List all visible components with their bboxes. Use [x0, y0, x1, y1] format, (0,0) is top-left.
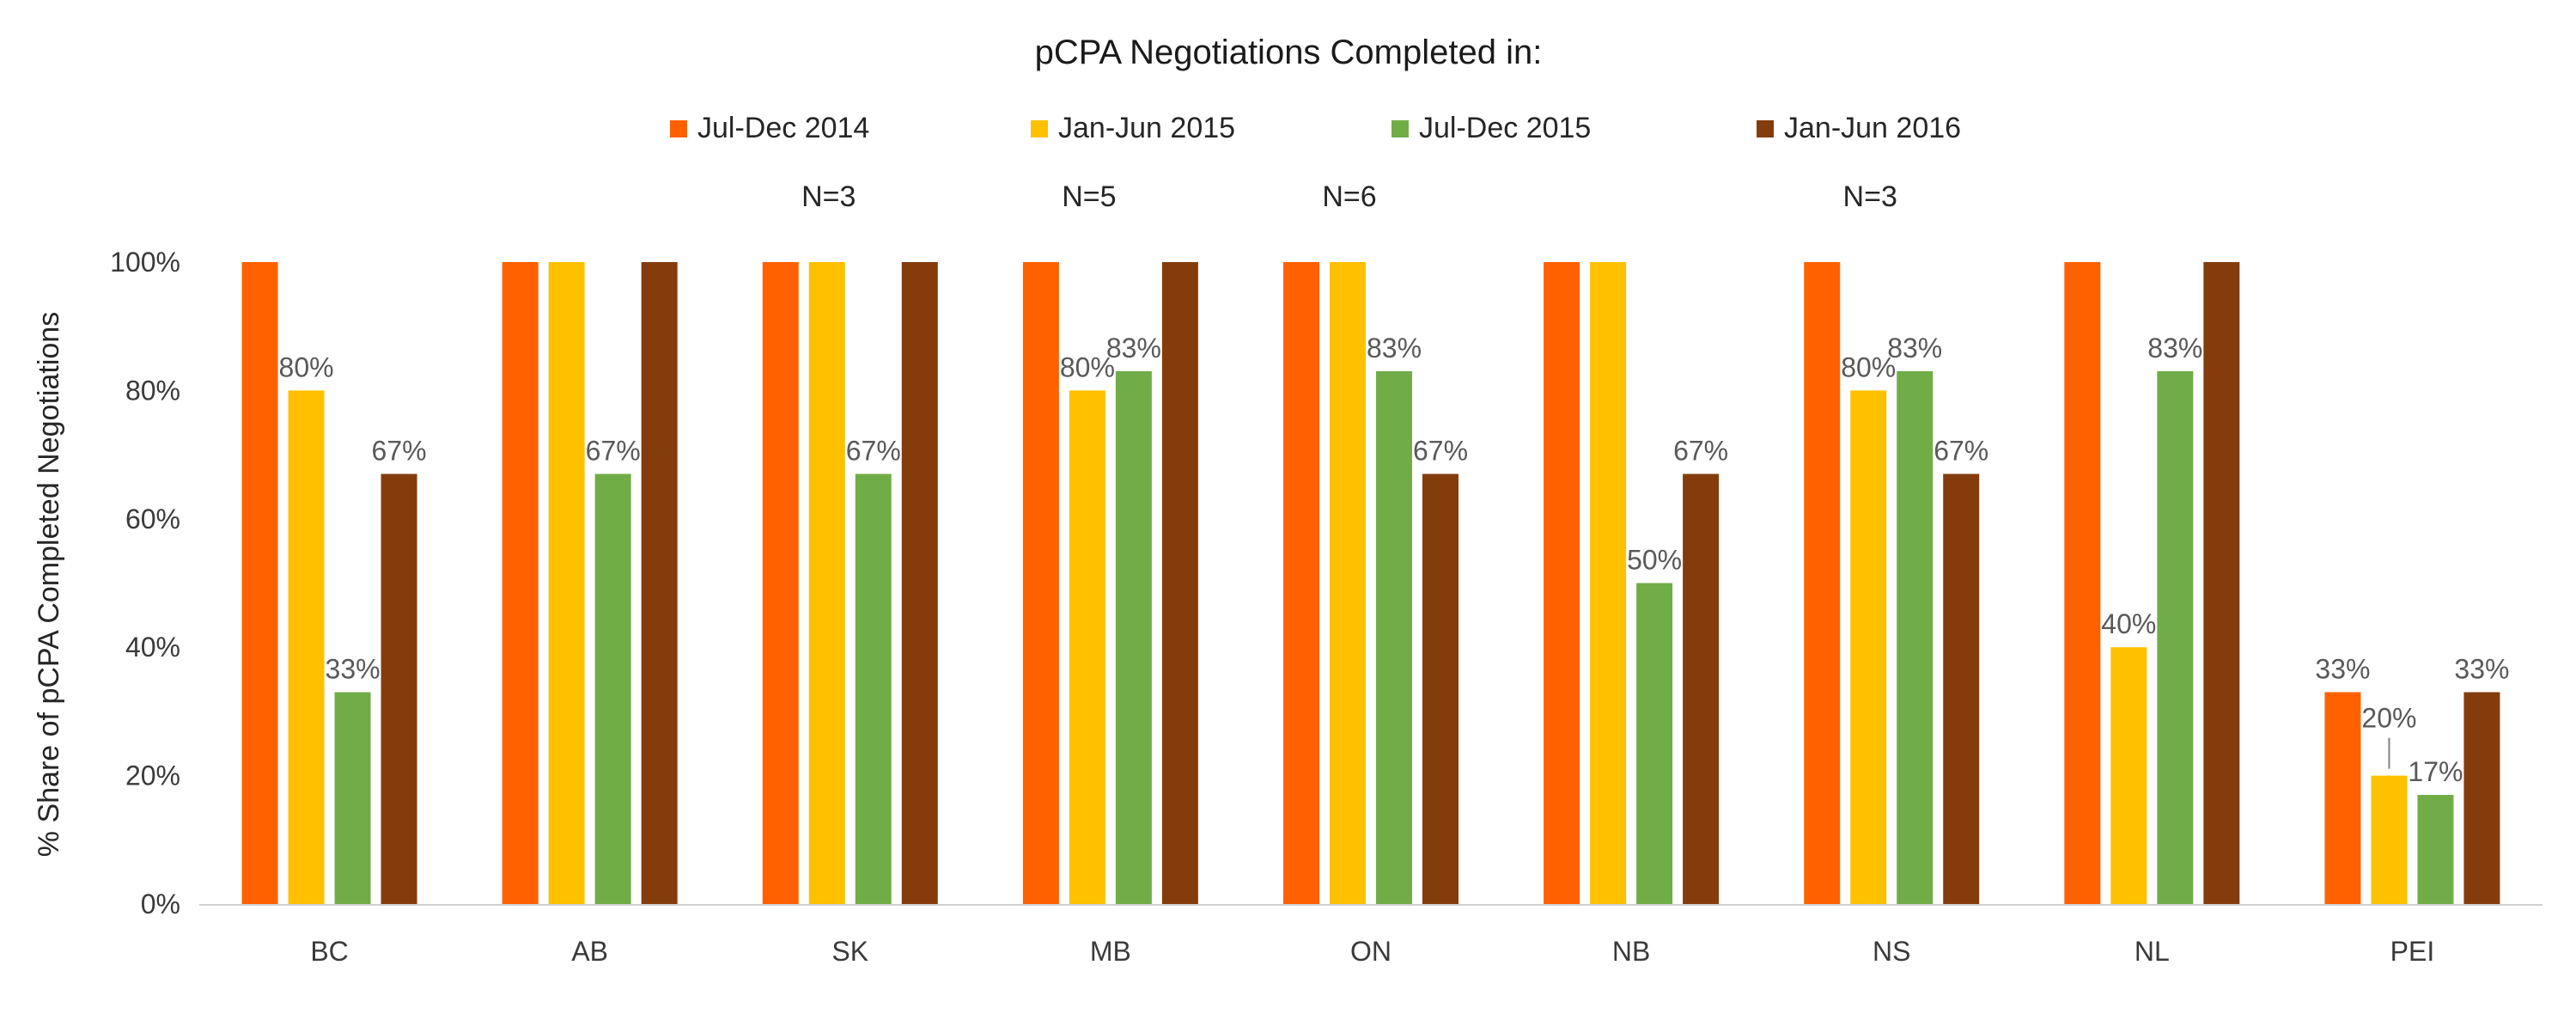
y-tick-label: 40% [125, 632, 180, 663]
data-label: 80% [1060, 351, 1115, 382]
bar-nb-series-4 [1683, 473, 1720, 904]
bar-on-series-3 [1376, 370, 1412, 904]
bars [241, 262, 2500, 904]
data-label: 20% [2361, 703, 2416, 734]
bar-bc-series-3 [334, 692, 371, 904]
bar-pei-series-3 [2417, 795, 2454, 904]
bar-nb-series-3 [1636, 583, 1673, 904]
bar-nb-series-2 [1590, 262, 1627, 904]
y-tick-label: 60% [125, 504, 180, 534]
bar-bc-series-1 [241, 262, 278, 904]
x-tick-label: AB [571, 936, 608, 967]
bar-on-series-2 [1330, 262, 1366, 904]
data-label: 67% [846, 436, 901, 467]
bar-mb-series-2 [1069, 390, 1105, 904]
bar-ab-series-4 [641, 262, 678, 904]
data-label: 33% [2454, 653, 2509, 684]
x-tick-label: PEI [2390, 936, 2435, 967]
data-label: 83% [1367, 333, 1422, 363]
legend-swatch [1757, 120, 1774, 137]
data-label: 67% [1413, 436, 1468, 467]
bar-on-series-1 [1283, 262, 1319, 904]
y-tick-label: 100% [110, 247, 180, 278]
x-tick-label: ON [1350, 936, 1392, 967]
legend-label: Jul-Dec 2014 [697, 112, 869, 144]
data-label: 17% [2408, 756, 2463, 787]
bar-pei-series-4 [2463, 692, 2500, 904]
legend: Jul-Dec 2014 Jan-Jun 2015 Jul-Dec 2015 Jan-… [670, 112, 1961, 144]
bar-pei-series-1 [2324, 692, 2361, 904]
x-tick-label: NS [1873, 936, 1910, 967]
x-axis: BC AB SK MB ON NB NS NL PEI [199, 904, 2543, 967]
y-tick-label: 0% [141, 889, 180, 919]
data-label: 83% [1106, 333, 1161, 363]
y-axis: 0% 20% 40% 60% 80% 100% [110, 247, 180, 919]
bar-pei-series-2 [2371, 775, 2408, 904]
data-label: 67% [372, 436, 427, 467]
x-tick-label: SK [831, 936, 868, 967]
bar-ns-series-2 [1850, 390, 1887, 904]
bar-on-series-4 [1422, 473, 1459, 904]
x-tick-label: BC [310, 936, 348, 967]
bar-sk-series-3 [855, 473, 892, 904]
y-axis-title: % Share of pCPA Completed Negotiations [33, 312, 65, 857]
bar-ns-series-1 [1804, 262, 1841, 904]
bar-sk-series-2 [808, 262, 845, 904]
data-label: 83% [1887, 333, 1942, 363]
legend-label: Jan-Jun 2015 [1058, 112, 1235, 144]
legend-swatch [1031, 120, 1048, 137]
bar-ns-series-4 [1943, 473, 1980, 904]
y-tick-label: 20% [125, 760, 180, 791]
sample-size-annotations: N=3 N=5 N=6 N=3 [801, 180, 1897, 213]
data-label: 33% [2315, 653, 2370, 684]
x-tick-label: NB [1612, 936, 1650, 967]
sample-size-label: N=6 [1322, 180, 1376, 213]
bar-nb-series-1 [1544, 262, 1580, 904]
bar-ab-series-2 [548, 262, 585, 904]
bar-nl-series-3 [2157, 370, 2194, 904]
bar-bc-series-4 [381, 473, 417, 904]
data-labels: 33% 80% 80% 80% 40% 20% 33% 67% 67% 83% 83% 50% 83% 8… [279, 333, 2510, 787]
bar-mb-series-4 [1161, 262, 1198, 904]
data-label: 67% [1673, 436, 1728, 467]
x-tick-label: NL [2134, 936, 2170, 967]
data-label: 80% [1841, 351, 1896, 382]
legend-swatch [1392, 120, 1409, 137]
data-label: 33% [326, 653, 381, 684]
legend-swatch [670, 120, 687, 137]
bar-nl-series-4 [2203, 262, 2240, 904]
data-label: 40% [2101, 608, 2156, 639]
bar-sk-series-1 [762, 262, 799, 904]
data-label: 50% [1627, 545, 1682, 576]
bar-ab-series-3 [594, 473, 631, 904]
bar-mb-series-3 [1115, 370, 1152, 904]
y-tick-label: 80% [125, 375, 180, 406]
bar-nl-series-2 [2110, 647, 2147, 904]
legend-label: Jul-Dec 2015 [1419, 112, 1591, 144]
sample-size-label: N=3 [801, 180, 856, 213]
data-label: 80% [279, 351, 334, 382]
data-label: 83% [2147, 333, 2202, 363]
bar-sk-series-4 [901, 262, 938, 904]
legend-label: Jan-Jun 2016 [1784, 112, 1961, 144]
data-label: 67% [586, 436, 641, 467]
bar-nl-series-1 [2064, 262, 2101, 904]
sample-size-label: N=5 [1062, 180, 1116, 213]
bar-mb-series-1 [1022, 262, 1059, 904]
x-tick-label: MB [1090, 936, 1131, 967]
data-label: 67% [1934, 436, 1988, 467]
bar-ns-series-3 [1897, 370, 1934, 904]
bar-ab-series-1 [502, 262, 539, 904]
chart-title: pCPA Negotiations Completed in: [1035, 34, 1543, 71]
bar-bc-series-2 [288, 390, 325, 904]
sample-size-label: N=3 [1843, 180, 1897, 213]
